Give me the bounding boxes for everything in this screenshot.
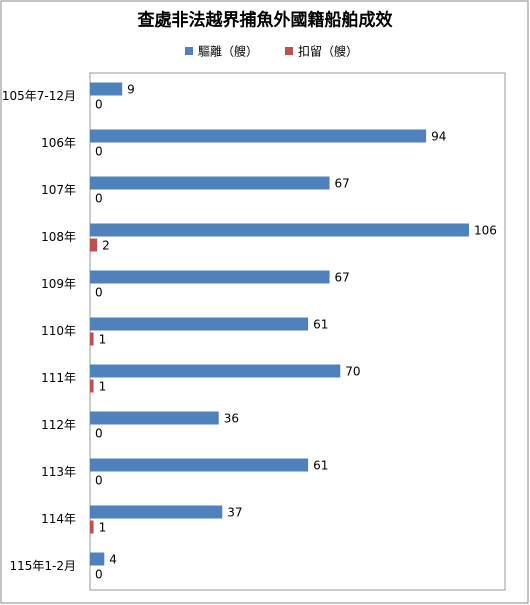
bar: [90, 129, 427, 143]
value-label: 0: [95, 568, 103, 582]
legend-swatch: [285, 47, 293, 55]
value-label: 61: [313, 459, 328, 473]
bar: [90, 505, 223, 519]
y-tick-label: 111年: [41, 371, 76, 385]
bar: [90, 364, 341, 378]
value-label: 0: [95, 427, 103, 441]
legend-label: 扣留（艘）: [298, 44, 358, 59]
bar: [90, 238, 98, 252]
bar: [90, 411, 219, 425]
value-label: 67: [335, 271, 350, 285]
bar: [90, 176, 330, 190]
y-tick-label: 109年: [41, 277, 76, 291]
value-label: 1: [99, 333, 107, 347]
value-label: 0: [95, 192, 103, 206]
value-label: 61: [313, 318, 328, 332]
bar: [90, 82, 123, 96]
bar: [90, 317, 309, 331]
bar: [90, 552, 105, 566]
value-label: 2: [102, 239, 110, 253]
y-tick-label: 113年: [41, 465, 76, 479]
value-label: 70: [345, 365, 360, 379]
bar: [90, 270, 330, 284]
y-tick-label: 107年: [41, 183, 76, 197]
bar: [90, 458, 309, 472]
value-label: 0: [95, 286, 103, 300]
bar: [90, 379, 94, 393]
y-tick-label: 114年: [41, 512, 76, 526]
value-label: 0: [95, 474, 103, 488]
value-label: 0: [95, 98, 103, 112]
y-tick-label: 108年: [41, 230, 76, 244]
value-label: 4: [109, 553, 117, 567]
value-label: 36: [224, 412, 239, 426]
plot-frame: [89, 72, 506, 591]
value-label: 37: [227, 506, 242, 520]
bar: [90, 332, 94, 346]
value-label: 9: [127, 83, 135, 97]
value-label: 1: [99, 521, 107, 535]
legend-label: 驅離（艘）: [198, 44, 258, 59]
value-label: 106: [474, 224, 497, 238]
bar: [90, 223, 469, 237]
value-label: 1: [99, 380, 107, 394]
legend-swatch: [185, 47, 193, 55]
y-tick-label: 105年7-12月: [2, 89, 76, 103]
value-label: 67: [335, 177, 350, 191]
chart-title: 查處非法越界捕魚外國籍船舶成效: [137, 10, 393, 31]
bar: [90, 520, 94, 534]
y-tick-label: 106年: [41, 136, 76, 150]
value-label: 0: [95, 145, 103, 159]
value-label: 94: [431, 130, 446, 144]
y-tick-label: 110年: [41, 324, 76, 338]
y-tick-label: 115年1-2月: [9, 559, 76, 573]
y-tick-label: 112年: [41, 418, 76, 432]
